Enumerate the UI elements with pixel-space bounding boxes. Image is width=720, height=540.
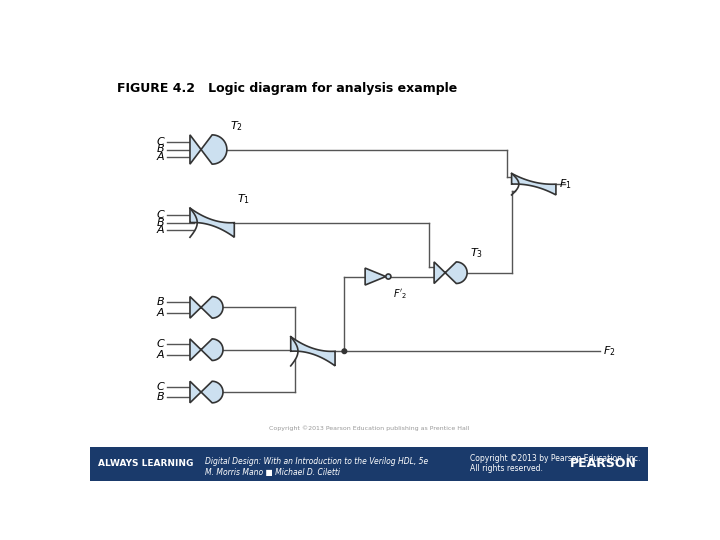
Text: C: C bbox=[157, 211, 164, 220]
Polygon shape bbox=[190, 296, 223, 318]
Text: A: A bbox=[157, 152, 164, 162]
Circle shape bbox=[386, 274, 391, 279]
Circle shape bbox=[342, 349, 347, 354]
Text: $F_2$: $F_2$ bbox=[603, 345, 616, 358]
Polygon shape bbox=[190, 339, 223, 361]
Text: FIGURE 4.2   Logic diagram for analysis example: FIGURE 4.2 Logic diagram for analysis ex… bbox=[117, 82, 457, 94]
Text: Copyright ©2013 Pearson Education publishing as Prentice Hall: Copyright ©2013 Pearson Education publis… bbox=[269, 426, 469, 431]
Text: B: B bbox=[157, 218, 164, 228]
Text: C: C bbox=[157, 137, 164, 147]
Text: C: C bbox=[157, 339, 164, 349]
Polygon shape bbox=[291, 336, 335, 366]
Text: $T_1$: $T_1$ bbox=[238, 193, 251, 206]
Text: B: B bbox=[157, 145, 164, 154]
Polygon shape bbox=[190, 135, 227, 164]
Text: Digital Design: With an Introduction to the Verilog HDL, 5e
M. Morris Mano ■ Mic: Digital Design: With an Introduction to … bbox=[204, 457, 428, 477]
Polygon shape bbox=[190, 208, 234, 237]
Text: A: A bbox=[157, 350, 164, 360]
Text: C: C bbox=[157, 382, 164, 392]
Text: B: B bbox=[157, 393, 164, 402]
Polygon shape bbox=[190, 381, 223, 403]
Text: Copyright ©2013 by Pearson Education, Inc.
All rights reserved.: Copyright ©2013 by Pearson Education, In… bbox=[469, 454, 640, 474]
Text: $T_3$: $T_3$ bbox=[470, 247, 483, 260]
Text: $F_1$: $F_1$ bbox=[559, 177, 572, 191]
Text: $T_2$: $T_2$ bbox=[230, 119, 243, 133]
Text: $F'_2$: $F'_2$ bbox=[393, 287, 408, 301]
Text: A: A bbox=[157, 225, 164, 235]
Polygon shape bbox=[512, 173, 556, 195]
Polygon shape bbox=[365, 268, 386, 285]
Text: PEARSON: PEARSON bbox=[570, 457, 636, 470]
Polygon shape bbox=[434, 262, 467, 284]
Bar bbox=[90, 447, 648, 481]
Text: ALWAYS LEARNING: ALWAYS LEARNING bbox=[98, 459, 193, 468]
Text: B: B bbox=[157, 297, 164, 307]
Text: A: A bbox=[157, 308, 164, 318]
